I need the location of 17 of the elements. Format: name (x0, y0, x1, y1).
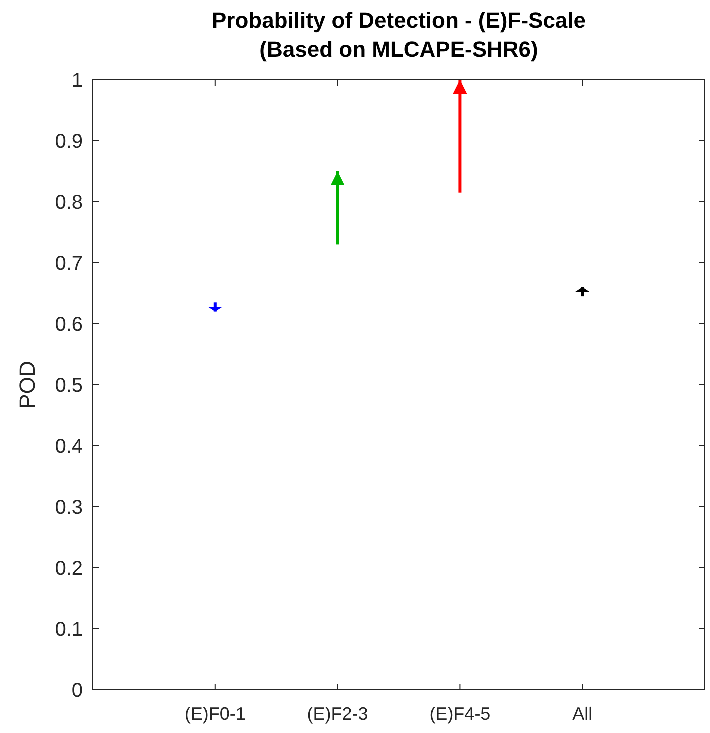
y-tick-label: 0.2 (55, 558, 83, 580)
y-tick-label: 1 (72, 70, 83, 92)
y-tick-label: 0.8 (55, 192, 83, 214)
x-tick-label: (E)F2-3 (307, 704, 368, 724)
y-tick-label: 0.7 (55, 253, 83, 275)
y-tick-label: 0.6 (55, 314, 83, 336)
x-tick-label: (E)F0-1 (184, 704, 246, 724)
y-tick-label: 0.3 (55, 497, 83, 519)
y-tick-label: 0.9 (55, 131, 83, 153)
y-tick-label: 0.5 (55, 375, 83, 397)
x-tick-label: All (572, 704, 593, 724)
chart-title: Probability of Detection - (E)F-Scale (Based on MLCAPE-SHR6) (212, 8, 586, 62)
x-tick-label: (E)F4-5 (430, 704, 491, 724)
y-axis-title: POD (15, 361, 40, 409)
y-tick-label: 0 (72, 680, 83, 702)
y-tick-label: 0.1 (55, 619, 83, 641)
y-tick-label: 0.4 (55, 436, 83, 458)
